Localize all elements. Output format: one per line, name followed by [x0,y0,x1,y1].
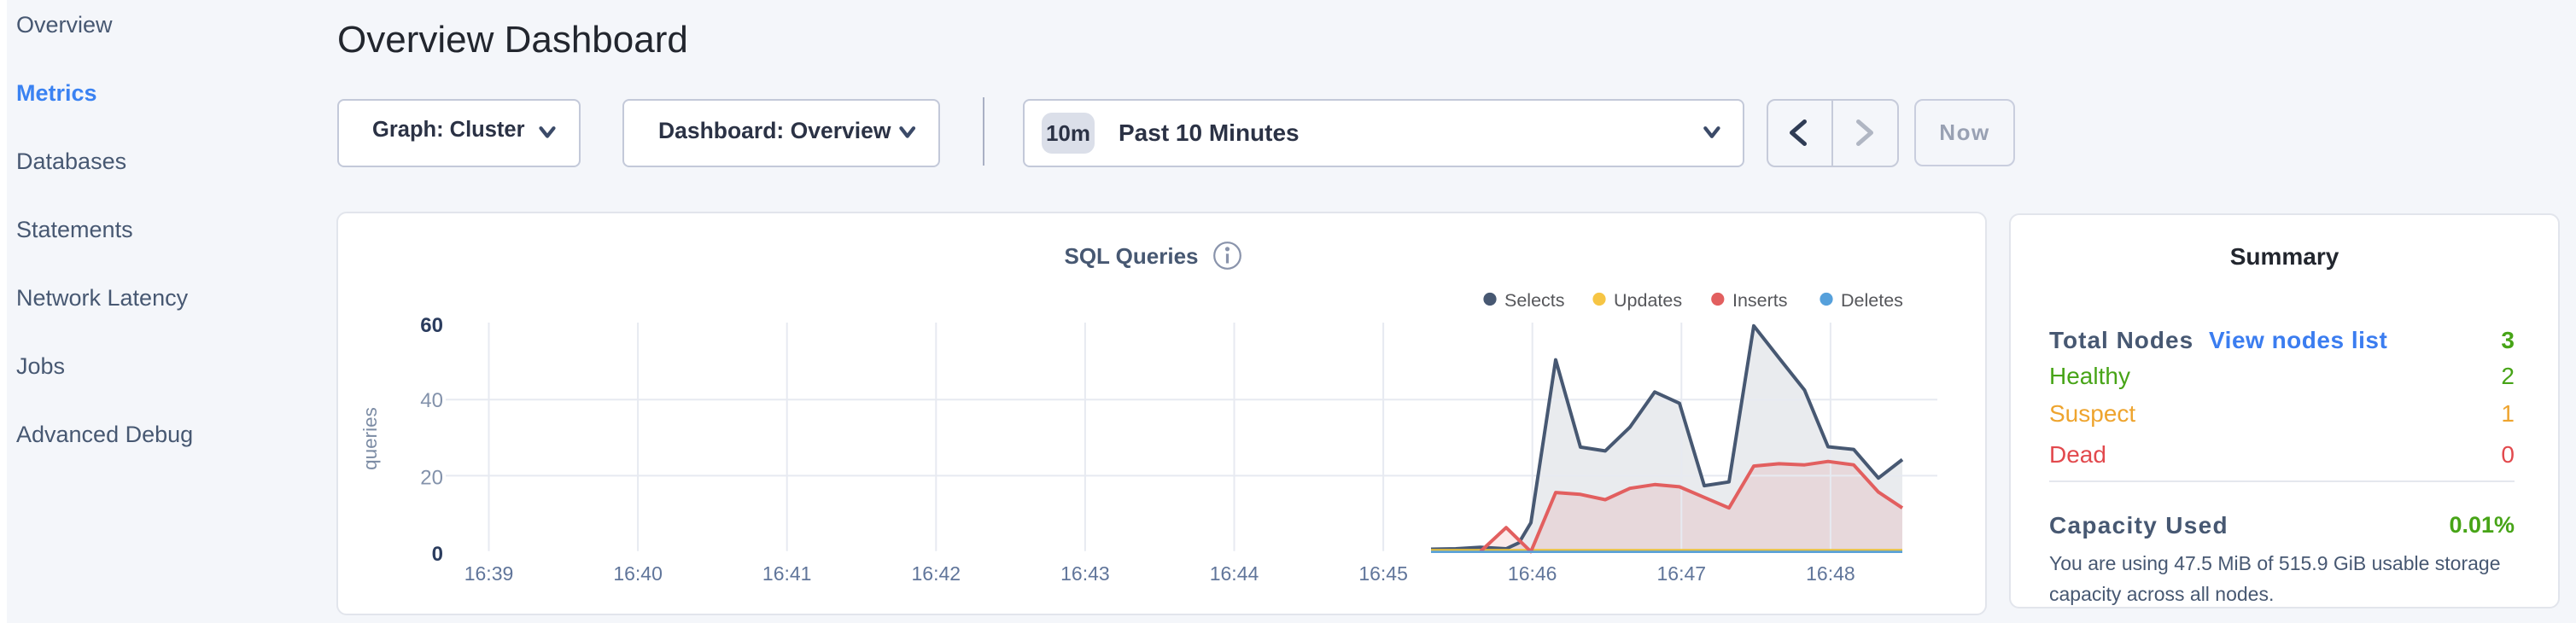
svg-text:16:41: 16:41 [762,562,812,585]
svg-text:16:44: 16:44 [1210,562,1259,585]
svg-text:16:40: 16:40 [613,562,663,585]
svg-text:SQL Queries: SQL Queries [1064,243,1198,269]
svg-text:16:47: 16:47 [1657,562,1707,585]
svg-text:60: 60 [420,314,443,337]
svg-text:16:43: 16:43 [1060,562,1110,585]
svg-text:16:45: 16:45 [1358,562,1408,585]
svg-text:Inserts: Inserts [1732,290,1788,311]
svg-text:16:42: 16:42 [912,562,961,585]
svg-text:40: 40 [420,389,443,412]
svg-text:16:46: 16:46 [1508,562,1557,585]
svg-text:Updates: Updates [1614,290,1682,311]
svg-text:20: 20 [420,467,443,490]
svg-text:0: 0 [432,543,443,566]
svg-text:16:39: 16:39 [464,562,514,585]
svg-text:Selects: Selects [1504,290,1565,311]
svg-text:Deletes: Deletes [1841,290,1903,311]
svg-text:queries: queries [359,407,381,470]
svg-text:16:48: 16:48 [1806,562,1855,585]
